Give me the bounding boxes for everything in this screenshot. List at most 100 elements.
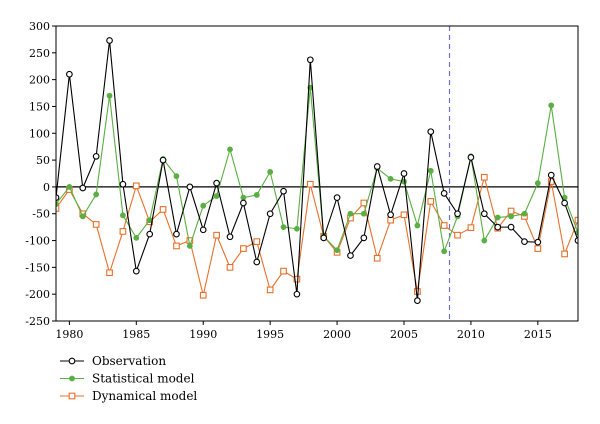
data-point-dynamical-model (106, 269, 113, 277)
data-point-observation (467, 154, 475, 161)
data-point-dynamical-model (440, 222, 448, 229)
data-point-dynamical-model (240, 245, 247, 252)
x-tick-label: 1990 (189, 328, 217, 341)
data-point-observation (159, 156, 167, 164)
legend-marker-observation (68, 357, 76, 365)
data-point-statistical-model (120, 212, 126, 219)
data-point-dynamical-model (226, 264, 234, 271)
data-point-observation (534, 238, 542, 246)
data-point-observation (561, 199, 568, 207)
data-point-dynamical-model (213, 231, 220, 239)
legend-item-statistical-model: Statistical model (60, 372, 195, 386)
data-point-observation (494, 223, 502, 231)
data-point-observation (320, 234, 328, 242)
data-point-observation (79, 184, 87, 192)
data-point-statistical-model (548, 102, 555, 109)
data-point-statistical-model (387, 175, 394, 182)
legend-marker-statistical-model (69, 375, 75, 382)
series-dynamical-model (56, 173, 578, 299)
data-point-dynamical-model (454, 231, 461, 239)
data-point-statistical-model (521, 210, 528, 217)
data-point-statistical-model (106, 92, 113, 99)
data-point-dynamical-model (427, 198, 435, 205)
data-point-statistical-model (213, 193, 220, 199)
y-tick-label: 50 (36, 154, 50, 167)
data-point-statistical-model (66, 184, 73, 190)
data-point-dynamical-model (306, 180, 314, 188)
data-point-observation (480, 210, 488, 218)
data-point-observation (574, 237, 578, 244)
data-point-observation (293, 290, 301, 298)
series-observation (56, 37, 578, 304)
y-tick-label: 200 (29, 74, 50, 87)
data-point-statistical-model (347, 210, 354, 217)
data-point-statistical-model (427, 167, 434, 174)
data-point-observation (333, 194, 341, 201)
data-point-observation (387, 211, 394, 219)
x-tick-label: 2000 (323, 328, 351, 341)
data-point-observation (454, 210, 461, 218)
data-point-dynamical-model (132, 182, 140, 190)
data-point-observation (253, 258, 261, 266)
x-tick-label: 1985 (122, 328, 150, 341)
data-point-statistical-model (267, 168, 274, 175)
y-tick-label: -100 (25, 235, 50, 248)
series-statistical-model (56, 84, 578, 255)
data-point-observation (226, 233, 234, 241)
data-point-statistical-model (414, 222, 421, 229)
series-group (56, 37, 578, 304)
data-point-observation (106, 37, 113, 44)
data-point-statistical-model (494, 214, 501, 221)
data-point-dynamical-model (561, 250, 568, 258)
data-point-observation (547, 171, 555, 179)
data-point-observation (199, 226, 207, 234)
data-point-dynamical-model (467, 224, 475, 232)
data-point-dynamical-model (507, 207, 515, 215)
data-point-dynamical-model (534, 245, 542, 252)
data-point-statistical-model (200, 202, 207, 209)
data-point-statistical-model (280, 224, 287, 231)
data-point-dynamical-model (266, 286, 274, 294)
y-tick-label: 150 (29, 100, 50, 113)
y-tick-label: 0 (43, 181, 50, 194)
legend-label-statistical-model: Statistical model (92, 372, 195, 386)
data-point-statistical-model (534, 180, 541, 187)
data-point-observation (360, 234, 368, 242)
data-point-dynamical-model (414, 288, 421, 295)
y-tick-label: -150 (25, 261, 50, 274)
data-point-observation (173, 230, 180, 238)
data-point-statistical-model (481, 237, 488, 244)
data-point-observation (213, 179, 220, 187)
data-point-observation (66, 70, 73, 78)
y-tick-label: 300 (29, 20, 50, 33)
data-point-observation (306, 56, 314, 64)
data-point-dynamical-model (373, 254, 381, 262)
y-tick-label: -50 (32, 208, 50, 221)
legend-label-dynamical-model: Dynamical model (92, 389, 197, 403)
series-line-statistical-model (56, 87, 578, 252)
data-point-statistical-model (227, 146, 233, 153)
data-point-statistical-model (334, 247, 340, 254)
plot-frame (55, 25, 579, 322)
data-point-statistical-model (508, 213, 514, 220)
data-point-dynamical-model (400, 211, 408, 219)
y-tick-label: -250 (25, 315, 50, 328)
axes: 300 250 200 150 100 50 0 -50 -100 -150 -200 -250 198… (25, 20, 579, 341)
data-point-dynamical-model (360, 199, 368, 207)
data-point-dynamical-model (119, 228, 127, 235)
data-point-observation (240, 199, 247, 207)
data-point-statistical-model (441, 248, 448, 255)
data-point-dynamical-model (159, 206, 167, 213)
data-point-observation (427, 128, 435, 136)
data-point-statistical-model (79, 213, 86, 220)
data-point-observation (521, 238, 528, 245)
x-tick-label: 2015 (524, 328, 552, 341)
data-point-observation (414, 297, 421, 304)
x-tick-label: 1995 (256, 328, 284, 341)
y-tick-label: -200 (25, 288, 50, 301)
series-line-dynamical-model (56, 176, 578, 296)
data-point-observation (266, 210, 274, 218)
data-point-observation (507, 223, 515, 231)
x-tick-label: 1980 (55, 328, 83, 341)
